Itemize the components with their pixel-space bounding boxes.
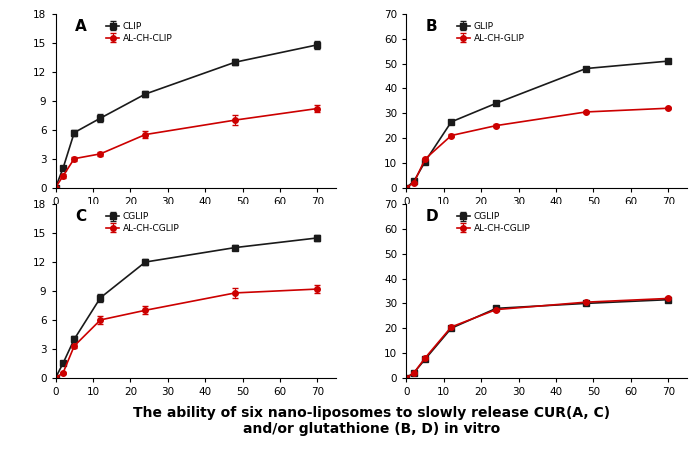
Text: A: A: [75, 19, 87, 34]
Legend: CGLIP, AL-CH-CGLIP: CGLIP, AL-CH-CGLIP: [453, 209, 534, 237]
Text: The ability of six nano-liposomes to slowly release CUR(A, C)
and/or glutathione: The ability of six nano-liposomes to slo…: [133, 405, 610, 436]
Text: D: D: [426, 209, 439, 225]
Legend: GLIP, AL-CH-GLIP: GLIP, AL-CH-GLIP: [453, 19, 528, 46]
Legend: CGLIP, AL-CH-CGLIP: CGLIP, AL-CH-CGLIP: [102, 209, 183, 237]
Legend: CLIP, AL-CH-CLIP: CLIP, AL-CH-CLIP: [102, 19, 176, 46]
Text: B: B: [426, 19, 438, 34]
Text: C: C: [75, 209, 86, 225]
